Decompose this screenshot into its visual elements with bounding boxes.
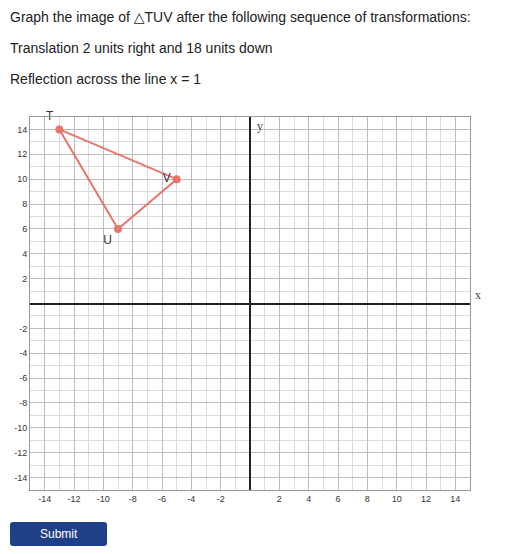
html-text:Translation 2 units right and: Translation 2 units right and 18 units d…	[10, 39, 273, 56]
html-text:Graph the image of △TUV after: Graph the image of △TUV after the follow…	[10, 9, 471, 25]
svg-text:-2: -2	[217, 494, 225, 504]
svg-text:6: 6	[335, 494, 340, 504]
svg-text:-6: -6	[19, 373, 27, 383]
svg-text:4: 4	[22, 249, 27, 259]
svg-text:U: U	[103, 233, 112, 247]
svg-text:2: 2	[277, 494, 282, 504]
svg-text:-14: -14	[38, 494, 51, 504]
svg-text:12: 12	[17, 149, 27, 159]
svg-text:x: x	[475, 288, 481, 302]
svg-text:8: 8	[22, 199, 27, 209]
svg-text:-14: -14	[14, 473, 27, 483]
svg-text:10: 10	[392, 494, 402, 504]
svg-text:8: 8	[365, 494, 370, 504]
svg-text:-12: -12	[14, 448, 27, 458]
svg-text:V: V	[163, 171, 171, 185]
html-text:Reflection across the line x =: Reflection across the line x = 1	[10, 70, 201, 87]
svg-text:4: 4	[306, 494, 311, 504]
svg-text:10: 10	[17, 174, 27, 184]
svg-text:-10: -10	[14, 423, 27, 433]
svg-text:T: T	[46, 109, 54, 123]
svg-text:2: 2	[22, 274, 27, 284]
svg-text:-10: -10	[97, 494, 110, 504]
svg-text:14: 14	[450, 494, 460, 504]
svg-text:-6: -6	[158, 494, 166, 504]
svg-text:-8: -8	[19, 398, 27, 408]
svg-text:-12: -12	[67, 494, 80, 504]
svg-text:y: y	[257, 119, 263, 133]
svg-text:-2: -2	[19, 324, 27, 334]
svg-text:14: 14	[17, 125, 27, 135]
svg-text:6: 6	[22, 224, 27, 234]
html-text:Submit: Submit	[40, 527, 78, 541]
svg-text:-4: -4	[19, 348, 27, 358]
svg-text:12: 12	[421, 494, 431, 504]
svg-text:-8: -8	[129, 494, 137, 504]
svg-text:-4: -4	[187, 494, 195, 504]
